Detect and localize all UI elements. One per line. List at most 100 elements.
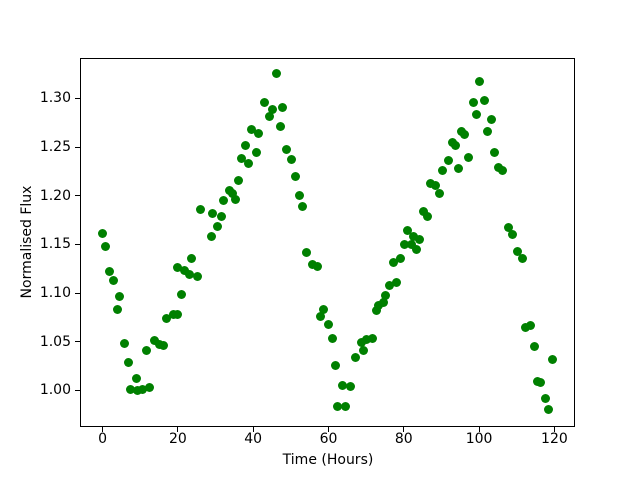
data-point [159,341,169,351]
x-axis-tick [553,427,555,432]
data-point [338,380,348,390]
data-point [172,310,182,320]
data-point [217,211,227,221]
data-point [474,77,484,87]
data-point [444,155,454,165]
data-point [177,290,187,300]
data-point [241,140,251,150]
y-axis-tick-label: 1.15 [39,236,71,253]
data-point [126,384,136,394]
x-axis-tick-label: 20 [168,431,187,447]
data-point [389,257,399,267]
x-axis-tick-label: 120 [541,431,568,447]
x-axis-tick [102,427,104,432]
data-point [208,208,218,218]
y-axis-tick-label: 1.10 [39,285,71,302]
x-axis-tick-label: 80 [394,431,413,447]
data-point [297,202,307,212]
data-point [345,381,355,391]
data-point [254,128,264,138]
y-axis-tick [75,195,80,197]
x-axis-tick-label: 100 [465,431,493,447]
data-point [547,355,557,365]
data-point [508,229,518,239]
data-point [415,234,425,244]
data-point [227,188,237,198]
data-point [141,345,151,355]
x-axis-tick [252,427,254,432]
data-point [290,172,300,182]
data-point [412,245,422,255]
y-axis-tick [75,341,80,343]
y-axis-tick-label: 1.20 [39,187,71,204]
y-axis-tick [75,389,80,391]
data-point [324,319,334,329]
plot-area [80,58,575,427]
data-point [498,166,508,176]
y-axis-tick [75,97,80,99]
data-point [351,353,361,363]
data-point [482,127,492,137]
data-point [319,304,329,314]
data-point [471,110,481,120]
data-point [150,335,160,345]
data-point [119,339,129,349]
data-point [540,394,550,404]
data-point [362,334,372,344]
data-point [490,148,500,157]
data-point [460,130,470,140]
data-point [526,321,536,331]
data-point [295,191,304,201]
data-point [308,259,318,269]
data-point [313,261,323,271]
data-point [267,104,277,114]
data-point [275,122,285,132]
data-point [264,111,274,121]
data-point [395,253,405,263]
data-point [378,297,388,307]
data-point [430,181,440,191]
data-point [426,178,436,188]
data-point [503,222,513,232]
data-point [464,152,474,162]
data-point [179,265,189,275]
data-point [423,212,433,222]
data-point [409,232,419,242]
data-point [487,115,497,125]
data-point [161,314,171,324]
data-point [109,276,119,285]
data-point [435,188,445,198]
x-axis-tick-label: 60 [319,431,338,447]
data-point [479,96,489,106]
data-point [356,338,366,348]
data-point [218,195,228,205]
data-point [133,385,143,395]
data-point [185,270,195,280]
data-point [193,271,203,281]
data-point [374,301,384,311]
data-point [112,305,122,315]
data-point [286,155,296,165]
data-point [206,232,216,242]
data-point [247,125,257,135]
y-axis-tick-label: 1.30 [39,90,71,107]
x-axis-tick [177,427,179,432]
x-axis-tick-label: 0 [98,431,108,447]
data-point [400,240,410,250]
data-point [252,147,262,157]
data-point [234,175,244,185]
data-point [454,163,464,173]
data-point [104,267,114,277]
x-axis-label: Time (Hours) [282,452,374,468]
y-axis-tick [75,292,80,294]
data-point [115,292,125,302]
data-point [145,382,155,392]
data-point [367,333,377,343]
data-point [301,247,311,257]
data-point [450,141,460,151]
data-point [271,69,281,79]
data-point [278,102,288,112]
data-point [315,311,325,321]
data-point [544,404,554,414]
data-point [138,385,147,395]
